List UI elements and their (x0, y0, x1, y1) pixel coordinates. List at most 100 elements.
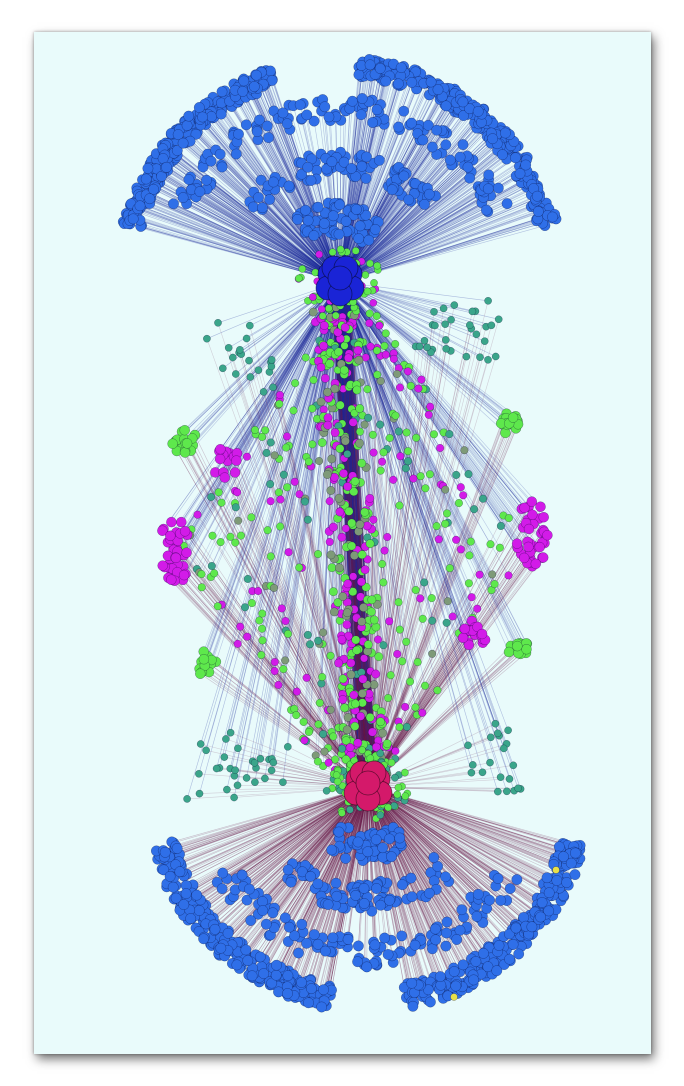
peripheral-node (277, 107, 289, 119)
edge (274, 281, 341, 672)
edge (339, 281, 469, 475)
peripheral-node (454, 151, 466, 163)
edge (217, 786, 369, 883)
edge (367, 485, 444, 788)
edge (143, 204, 341, 283)
edge (339, 144, 447, 283)
peripheral-node (364, 59, 376, 71)
edge (339, 281, 480, 575)
edge (203, 786, 369, 905)
peripheral-node (312, 201, 324, 213)
edge (259, 119, 341, 283)
edge (176, 786, 369, 897)
edge (273, 110, 341, 283)
edge (183, 281, 341, 546)
edge (166, 153, 341, 283)
edge (339, 196, 540, 283)
edge (367, 437, 417, 788)
edge (367, 786, 557, 910)
edge (339, 139, 509, 283)
edge (264, 430, 369, 788)
edge (137, 208, 341, 283)
teal-node (476, 353, 484, 362)
peripheral-node (569, 869, 581, 881)
peripheral-node (216, 883, 228, 895)
edge (350, 481, 369, 788)
peripheral-node (205, 155, 217, 167)
edge (188, 115, 341, 283)
peripheral-node (240, 119, 252, 131)
edge (367, 786, 469, 982)
edge (367, 786, 532, 935)
edge (186, 786, 369, 875)
peripheral-node (248, 81, 260, 92)
edge (339, 281, 451, 569)
magenta-node (380, 546, 389, 555)
green-node (340, 341, 349, 350)
edge (329, 281, 376, 788)
peripheral-node (356, 160, 368, 172)
peripheral-node (379, 932, 391, 944)
edge (339, 281, 478, 609)
edge (367, 786, 525, 934)
edge (278, 458, 369, 788)
peripheral-node (352, 956, 364, 968)
edge (175, 786, 369, 899)
peripheral-node (430, 934, 442, 946)
green-node (266, 552, 275, 561)
edge (182, 786, 369, 907)
edge (287, 786, 369, 978)
edge (171, 786, 369, 843)
edge (339, 139, 512, 283)
edge (250, 86, 341, 283)
magenta-node (378, 457, 387, 466)
edge (151, 193, 341, 283)
peripheral-node (142, 162, 154, 174)
teal-node (261, 774, 269, 783)
peripheral-node (558, 851, 569, 863)
peripheral-node (174, 866, 186, 878)
edge (175, 786, 369, 886)
peripheral-node (493, 940, 505, 951)
peripheral-node (363, 234, 375, 246)
edge (339, 122, 373, 283)
edge (170, 786, 369, 858)
edge (177, 150, 341, 283)
edge (306, 786, 369, 944)
edge (190, 176, 341, 283)
teal-node (283, 742, 292, 751)
edge (339, 281, 432, 599)
teal-node (467, 768, 476, 777)
edge (367, 786, 521, 936)
edge (279, 786, 369, 976)
edge (367, 786, 385, 939)
peripheral-node (168, 198, 179, 210)
peripheral-node (431, 124, 443, 136)
peripheral-node (477, 947, 489, 959)
edge (201, 281, 341, 575)
edge (358, 786, 369, 959)
edge (180, 786, 369, 864)
edge (339, 281, 384, 453)
edge (234, 145, 341, 283)
edge (169, 148, 341, 283)
edge (167, 786, 369, 858)
teal-node (441, 336, 450, 344)
edge (367, 574, 480, 788)
edge (339, 186, 479, 283)
edge (226, 786, 369, 879)
edge (149, 163, 341, 283)
edge (339, 281, 421, 599)
peripheral-node (193, 102, 205, 113)
edge (367, 786, 518, 880)
edge (324, 106, 341, 283)
teal-node (269, 383, 277, 392)
edge (252, 786, 369, 978)
edge (233, 135, 341, 283)
magenta-node (504, 571, 513, 580)
peripheral-node (406, 977, 418, 989)
edge (243, 80, 341, 283)
edge (174, 152, 341, 283)
edge (367, 575, 509, 788)
edge (339, 200, 537, 283)
